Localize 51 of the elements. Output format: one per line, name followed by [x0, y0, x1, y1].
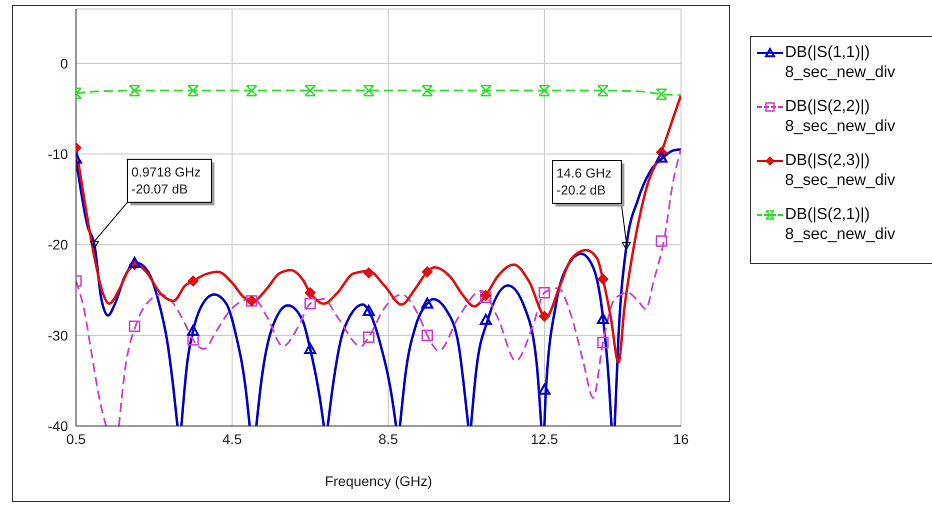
point [480, 84, 492, 96]
x-tick-label: 4.5 [222, 430, 242, 447]
point [597, 84, 609, 96]
point [597, 274, 608, 285]
annotation: 0.9718 GHz -20.07 dB [131, 164, 201, 196]
point [128, 320, 140, 332]
y-tick-label: 0 [60, 55, 68, 72]
point [304, 298, 316, 310]
point [538, 286, 550, 298]
point [597, 336, 609, 348]
point [188, 275, 199, 286]
point [656, 235, 668, 247]
y-tick-label: -30 [48, 327, 68, 344]
point [187, 84, 199, 96]
point [362, 304, 375, 316]
point [304, 84, 316, 96]
point [655, 152, 668, 163]
point [304, 287, 316, 298]
point [128, 84, 140, 96]
point [187, 324, 200, 336]
point [246, 84, 258, 96]
legend-label: DB(|S(2,3)|) 8_sec_new_div [785, 151, 896, 191]
y-tick-label: -10 [48, 146, 68, 162]
point [596, 313, 609, 324]
y-tick-label: -40 [48, 418, 68, 434]
point [480, 314, 492, 325]
legend-label: DB(|S(1,1)|) 8_sec_new_div [785, 43, 896, 83]
x-tick-label: 12.5 [530, 430, 558, 447]
point [538, 310, 550, 322]
x-tick-label: 8.5 [378, 430, 398, 447]
point [421, 298, 434, 309]
point [422, 266, 433, 278]
point [304, 342, 316, 354]
legend-label: DB(|S(2,2)|) 8_sec_new_div [785, 97, 896, 137]
point [538, 84, 550, 96]
x-tick-label: 16 [673, 430, 689, 447]
point [480, 290, 492, 301]
x-axis-title: Frequency (GHz) [324, 473, 432, 489]
point [538, 384, 550, 395]
line-series [76, 94, 681, 364]
legend-label: DB(|S(2,1)|) 8_sec_new_div [785, 205, 896, 245]
point [363, 267, 374, 278]
point [362, 84, 374, 96]
x-tick-label: 0.5 [66, 430, 86, 447]
point [422, 330, 434, 342]
point [128, 256, 141, 268]
point [656, 88, 668, 100]
y-tick-label: -20 [48, 236, 68, 253]
annotation: 14.6 GHz -20.2 dB [556, 166, 612, 198]
point [362, 331, 374, 343]
point [422, 84, 434, 96]
